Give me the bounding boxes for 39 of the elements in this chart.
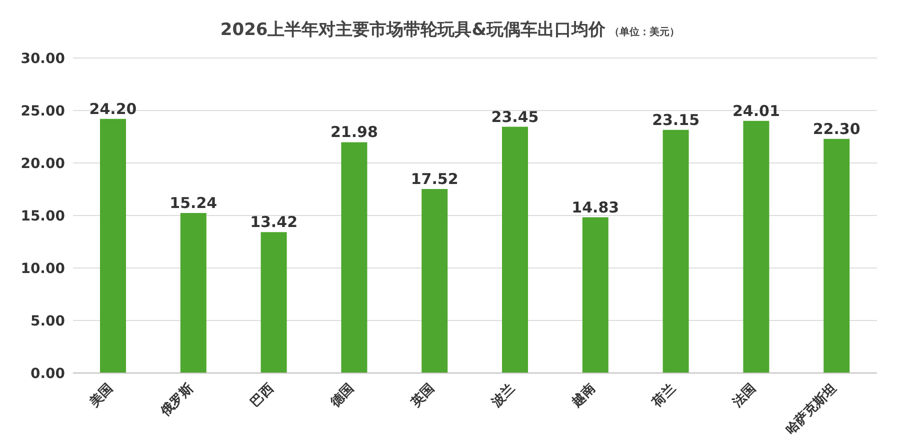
- x-tick-label: 哈萨克斯坦: [782, 380, 840, 438]
- x-tick-label: 法国: [730, 381, 760, 411]
- bar: [824, 138, 850, 373]
- data-label: 24.20: [89, 100, 137, 118]
- y-tick-label: 5.00: [30, 313, 66, 330]
- bar: [422, 189, 448, 373]
- bar: [100, 118, 126, 373]
- x-tick-label: 德国: [328, 381, 358, 411]
- y-tick-label: 10.00: [20, 260, 66, 277]
- data-label: 23.45: [491, 108, 539, 126]
- data-label: 15.24: [170, 194, 218, 212]
- x-tick-label: 巴西: [248, 381, 277, 410]
- bar: [582, 217, 608, 373]
- data-label: 22.30: [812, 120, 860, 138]
- x-tick-label: 荷兰: [648, 380, 679, 411]
- y-tick-label: 0.00: [30, 366, 66, 382]
- data-label: 23.15: [652, 110, 700, 129]
- bar: [260, 232, 287, 373]
- chart-title: 2026上半年对主要市场带轮玩具&玩偶车出口均价: [220, 20, 606, 40]
- data-label: 17.52: [410, 170, 458, 188]
- y-tick-label: 15.00: [20, 208, 66, 224]
- x-tick-label: 越南: [568, 381, 598, 411]
- data-label: 21.98: [330, 123, 378, 142]
- data-label: 24.01: [732, 102, 780, 120]
- x-tick-label: 俄罗斯: [158, 381, 196, 420]
- y-tick-label: 25.00: [20, 103, 66, 120]
- data-label: 13.42: [250, 213, 298, 232]
- data-label: 14.83: [572, 198, 620, 216]
- bar: [743, 120, 770, 373]
- x-tick-label: 波兰: [488, 380, 518, 411]
- y-tick-label: 20.00: [20, 156, 66, 172]
- x-tick-label: 英国: [408, 381, 438, 411]
- bar: [341, 142, 368, 373]
- bar: [662, 130, 689, 373]
- bar: [180, 212, 206, 373]
- bar: [502, 126, 528, 373]
- x-tick-label: 美国: [86, 380, 116, 411]
- y-tick-label: 30.00: [20, 50, 66, 67]
- chart-subtitle: （单位：美元）: [610, 27, 680, 38]
